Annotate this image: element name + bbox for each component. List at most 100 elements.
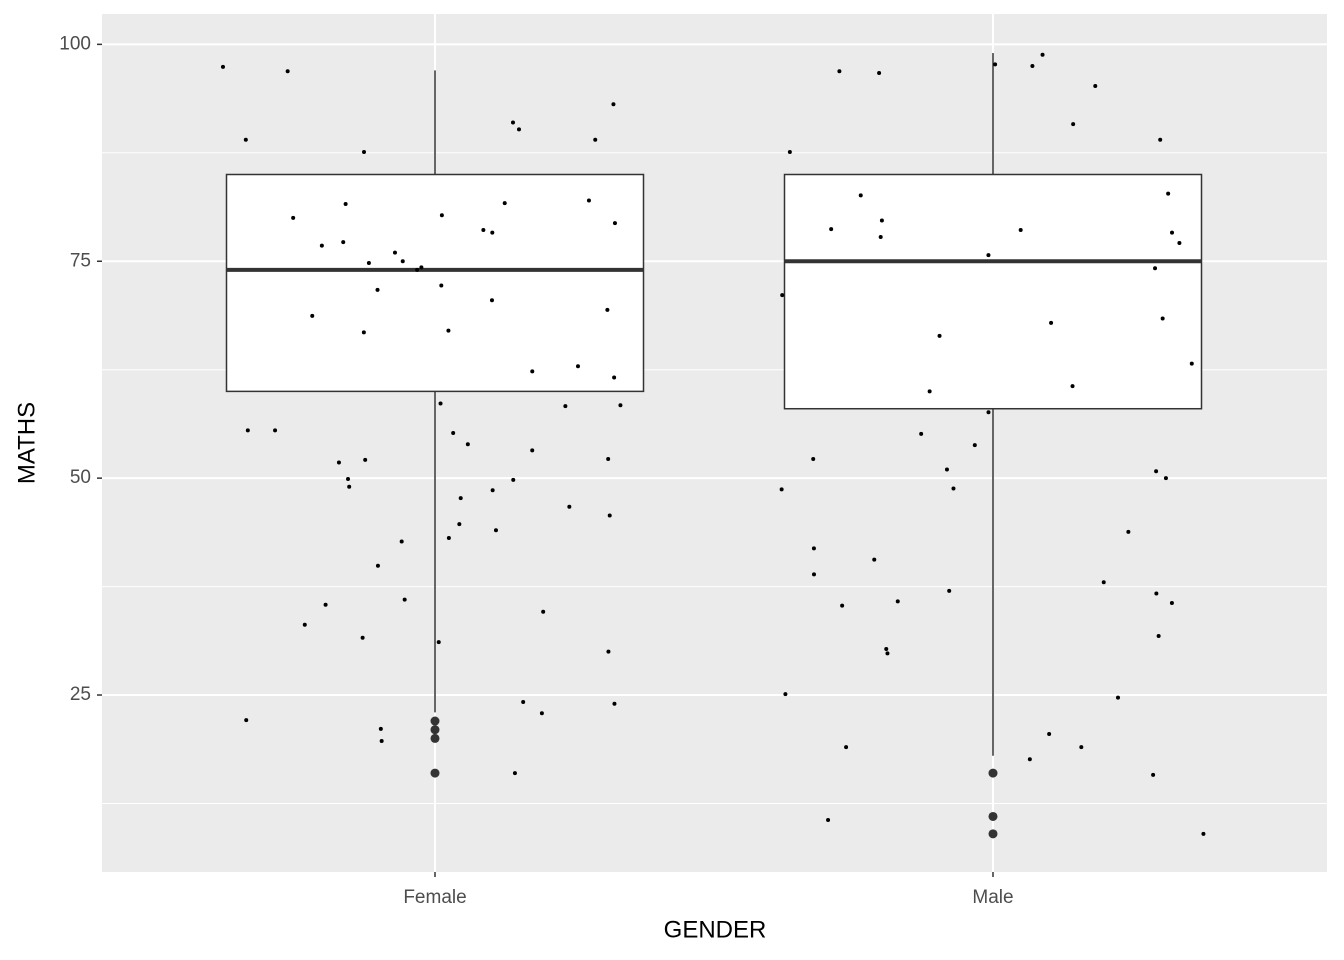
- jitter-point: [593, 137, 598, 142]
- jitter-point: [323, 602, 328, 607]
- jitter-point: [510, 120, 515, 125]
- jitter-point: [1151, 772, 1156, 777]
- jitter-point: [1071, 122, 1076, 127]
- jitter-point: [399, 539, 404, 544]
- jitter-point: [511, 477, 516, 482]
- jitter-point: [439, 283, 444, 288]
- jitter-point: [1169, 601, 1174, 606]
- jitter-point: [291, 215, 296, 220]
- jitter-point: [877, 70, 882, 75]
- jitter-point: [611, 102, 616, 107]
- jitter-point: [1201, 831, 1206, 836]
- outlier: [430, 716, 440, 726]
- jitter-point: [1158, 137, 1163, 142]
- jitter-point: [858, 193, 863, 198]
- jitter-point: [1030, 64, 1035, 69]
- jitter-point: [451, 431, 456, 436]
- jitter-point: [379, 739, 384, 744]
- jitter-point: [490, 488, 495, 493]
- jitter-point: [951, 486, 956, 491]
- jitter-point: [1154, 469, 1159, 474]
- jitter-point: [606, 457, 611, 462]
- jitter-point: [502, 201, 507, 206]
- jitter-point: [512, 771, 517, 776]
- jitter-point: [530, 369, 535, 374]
- jitter-point: [1049, 320, 1054, 325]
- jitter-point: [375, 287, 380, 292]
- jitter-point: [516, 127, 521, 132]
- jitter-point: [944, 467, 949, 472]
- jitter-point: [927, 389, 932, 394]
- jitter-point: [343, 201, 348, 206]
- jitter-point: [1166, 191, 1171, 196]
- jitter-point: [1093, 84, 1098, 89]
- outlier: [988, 811, 998, 821]
- jitter-point: [457, 522, 462, 527]
- jitter-point: [489, 298, 494, 303]
- jitter-point: [993, 62, 998, 67]
- jitter-point: [539, 711, 544, 716]
- jitter-point: [1156, 634, 1161, 639]
- jitter-point: [1018, 228, 1023, 233]
- jitter-point: [481, 228, 486, 233]
- jitter-point: [878, 234, 883, 239]
- jitter-point: [285, 69, 290, 74]
- jitter-point: [837, 69, 842, 74]
- box: [225, 173, 645, 393]
- outlier: [430, 733, 440, 743]
- jitter-point: [521, 699, 526, 704]
- jitter-point: [375, 563, 380, 568]
- jitter-point: [612, 221, 617, 226]
- jitter-point: [446, 328, 451, 333]
- jitter-point: [829, 227, 834, 232]
- jitter-point: [458, 496, 463, 501]
- jitter-point: [1153, 266, 1158, 271]
- jitter-point: [612, 375, 617, 380]
- y-tick-label: 50: [70, 467, 91, 488]
- jitter-point: [607, 513, 612, 518]
- jitter-point: [844, 745, 849, 750]
- jitter-point: [392, 250, 397, 255]
- panel: [102, 14, 1327, 872]
- jitter-point: [780, 293, 785, 298]
- jitter-point: [541, 609, 546, 614]
- outlier: [988, 768, 998, 778]
- jitter-point: [1070, 384, 1075, 389]
- jitter-point: [1189, 361, 1194, 366]
- outlier: [430, 768, 440, 778]
- jitter-point: [1079, 745, 1084, 750]
- jitter-point: [884, 647, 889, 652]
- jitter-point: [361, 330, 366, 335]
- jitter-point: [885, 651, 890, 656]
- jitter-point: [465, 442, 470, 447]
- y-tick-label: 100: [59, 33, 91, 54]
- jitter-point: [400, 259, 405, 264]
- jitter-point: [1163, 476, 1168, 481]
- jitter-point: [1047, 732, 1052, 737]
- jitter-point: [1115, 695, 1120, 700]
- jitter-point: [493, 528, 498, 533]
- jitter-point: [1170, 230, 1175, 235]
- jitter-point: [605, 307, 610, 312]
- jitter-point: [895, 599, 900, 604]
- jitter-point: [360, 635, 365, 640]
- outlier: [988, 829, 998, 839]
- jitter-point: [243, 137, 248, 142]
- jitter-point: [840, 603, 845, 608]
- jitter-point: [446, 535, 451, 540]
- jitter-point: [618, 403, 623, 408]
- jitter-point: [1160, 316, 1165, 321]
- jitter-point: [586, 198, 591, 203]
- jitter-point: [1177, 241, 1182, 246]
- jitter-point: [826, 817, 831, 822]
- jitter-point: [606, 649, 611, 654]
- jitter-point: [947, 588, 952, 593]
- jitter-point: [310, 313, 315, 318]
- jitter-point: [363, 457, 368, 462]
- jitter-point: [336, 460, 341, 465]
- jitter-point: [811, 572, 816, 577]
- y-tick-label: 75: [70, 250, 91, 271]
- jitter-point: [1126, 529, 1131, 534]
- jitter-point: [366, 260, 371, 265]
